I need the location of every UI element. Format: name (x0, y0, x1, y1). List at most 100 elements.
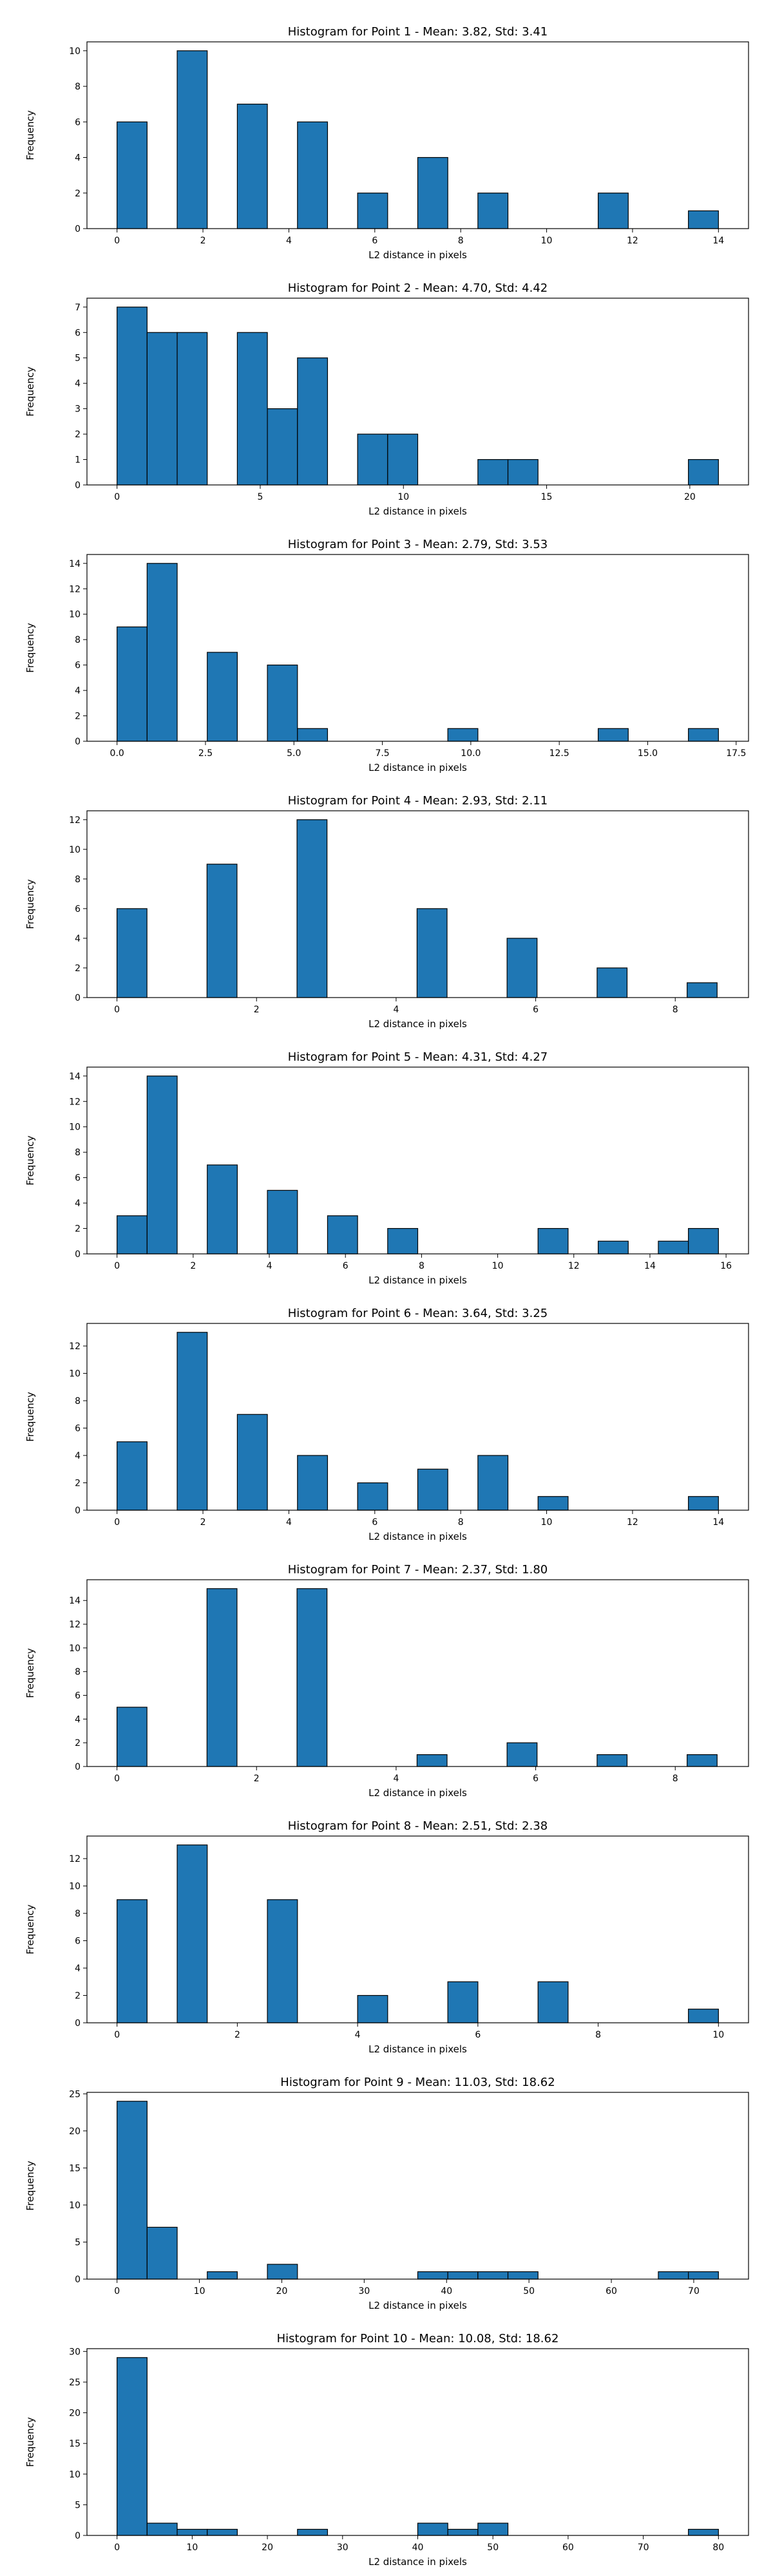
histogram-bar-2-5 (267, 408, 298, 486)
y-tick-label-7-1: 0 (75, 1762, 81, 1772)
x-axis-label-1: L2 distance in pixels (368, 249, 467, 261)
y-tick-label-5-7: 12 (69, 1097, 81, 1107)
histogram-bar-5-10 (688, 1227, 719, 1255)
x-axis-label-10: L2 distance in pixels (368, 2556, 467, 2568)
x-tick-label-10-6: 50 (487, 2543, 499, 2553)
x-axis-label-3: L2 distance in pixels (368, 762, 467, 773)
y-axis-label-8: Frequency (24, 1904, 36, 1955)
y-tick-label-7-2: 2 (75, 1738, 81, 1748)
x-tick-label-1-4: 6 (372, 236, 377, 246)
histogram-bar-7-5 (506, 1742, 538, 1767)
x-tick-label-8-3: 4 (355, 2030, 361, 2040)
x-tick-label-4-5: 8 (673, 1005, 678, 1015)
x-tick-label-3-6: 12.5 (549, 748, 569, 759)
chart-title-9: Histogram for Point 9 - Mean: 11.03, Std… (280, 2076, 555, 2089)
histogram-bar-6-8 (537, 1496, 569, 1511)
x-tick-label-2-1: 0 (114, 492, 120, 502)
y-tick-label-5-3: 4 (75, 1198, 81, 1209)
histogram-bar-5-9 (658, 1240, 689, 1255)
histogram-bar-4-6 (596, 967, 628, 998)
plot-area-frame-3 (86, 554, 749, 742)
y-tick-label-10-2: 5 (75, 2500, 81, 2510)
y-tick-label-2-6: 5 (75, 354, 81, 364)
histogram-bar-5-5 (327, 1215, 358, 1255)
y-tick-label-7-5: 8 (75, 1667, 81, 1678)
y-tick-label-2-7: 6 (75, 328, 81, 338)
histogram-bar-2-8 (387, 433, 419, 486)
x-tick-label-10-2: 10 (186, 2543, 198, 2553)
y-tick-label-3-8: 14 (69, 559, 81, 569)
x-tick-label-8-4: 6 (475, 2030, 481, 2040)
y-tick-label-4-6: 10 (69, 845, 81, 855)
x-tick-label-10-7: 60 (562, 2543, 574, 2553)
y-axis-label-3: Frequency (24, 623, 36, 673)
histogram-bar-6-4 (297, 1455, 329, 1511)
chart-title-6: Histogram for Point 6 - Mean: 3.64, Std:… (288, 1307, 548, 1320)
x-tick-label-8-5: 8 (595, 2030, 601, 2040)
histogram-bar-6-9 (688, 1496, 719, 1511)
histogram-bar-8-6 (537, 1981, 569, 2023)
histogram-bar-2-9 (477, 459, 509, 486)
histogram-bar-1-2 (177, 50, 208, 229)
x-tick-label-7-5: 8 (673, 1774, 678, 1784)
plot-area-frame-6 (86, 1323, 749, 1511)
histogram-bar-8-3 (267, 1899, 298, 2023)
chart-title-8: Histogram for Point 8 - Mean: 2.51, Std:… (288, 1819, 548, 1833)
histogram-bar-9-9 (658, 2271, 689, 2280)
x-tick-label-9-8: 70 (688, 2286, 700, 2297)
histogram-bar-9-5 (417, 2271, 448, 2280)
histogram-bar-10-5 (297, 2528, 329, 2536)
chart-title-3: Histogram for Point 3 - Mean: 2.79, Std:… (288, 538, 548, 551)
y-tick-label-3-5: 8 (75, 635, 81, 645)
y-tick-label-10-6: 25 (69, 2378, 81, 2388)
x-axis-label-2: L2 distance in pixels (368, 506, 467, 517)
histogram-bar-5-2 (146, 1075, 178, 1255)
y-tick-label-1-3: 4 (75, 153, 81, 164)
histogram-bar-3-8 (688, 728, 719, 742)
y-tick-label-9-5: 20 (69, 2126, 81, 2137)
y-tick-label-10-7: 30 (69, 2347, 81, 2357)
x-tick-label-2-5: 20 (684, 492, 696, 502)
histogram-bar-7-4 (416, 1754, 448, 1767)
histogram-bar-2-4 (236, 332, 268, 486)
chart-title-1: Histogram for Point 1 - Mean: 3.82, Std:… (288, 25, 548, 39)
plot-area-frame-5 (86, 1066, 749, 1255)
x-tick-label-6-1: 0 (114, 1517, 120, 1528)
x-tick-label-3-8: 17.5 (726, 748, 746, 759)
y-tick-label-2-3: 2 (75, 430, 81, 440)
y-tick-label-4-5: 8 (75, 875, 81, 885)
y-tick-label-5-5: 8 (75, 1148, 81, 1158)
histogram-bar-6-3 (236, 1414, 268, 1511)
x-tick-label-6-6: 10 (541, 1517, 553, 1528)
y-tick-label-4-2: 2 (75, 963, 81, 974)
histogram-bar-5-8 (597, 1240, 629, 1255)
histogram-bar-10-4 (207, 2528, 238, 2536)
y-tick-label-8-4: 6 (75, 1937, 81, 1947)
histogram-bar-10-7 (447, 2528, 479, 2536)
x-tick-label-10-5: 40 (412, 2543, 424, 2553)
histogram-bar-8-7 (688, 2009, 719, 2023)
histogram-bar-6-1 (117, 1441, 148, 1511)
histogram-bar-4-2 (206, 864, 238, 998)
x-tick-label-9-2: 10 (194, 2286, 205, 2297)
histogram-bar-10-9 (688, 2528, 719, 2536)
y-tick-label-3-4: 6 (75, 661, 81, 671)
x-tick-label-1-5: 8 (458, 236, 464, 246)
histogram-bar-9-8 (507, 2271, 539, 2280)
x-tick-label-10-1: 0 (114, 2543, 120, 2553)
histogram-bar-9-3 (207, 2271, 238, 2280)
histogram-bar-3-3 (207, 652, 238, 742)
y-tick-label-9-4: 15 (69, 2163, 81, 2174)
histogram-bar-10-2 (146, 2523, 178, 2536)
histogram-bar-9-1 (117, 2101, 148, 2280)
y-tick-label-1-6: 10 (69, 46, 81, 57)
histogram-bar-3-7 (597, 728, 629, 742)
histogram-bar-2-2 (146, 332, 178, 486)
x-tick-label-2-4: 15 (541, 492, 553, 502)
x-tick-label-6-7: 12 (627, 1517, 638, 1528)
histogram-bar-9-4 (267, 2264, 298, 2280)
x-tick-label-1-7: 12 (627, 236, 638, 246)
x-tick-label-9-3: 20 (276, 2286, 288, 2297)
histogram-bar-10-8 (477, 2523, 509, 2536)
histogram-bar-6-6 (417, 1468, 448, 1511)
